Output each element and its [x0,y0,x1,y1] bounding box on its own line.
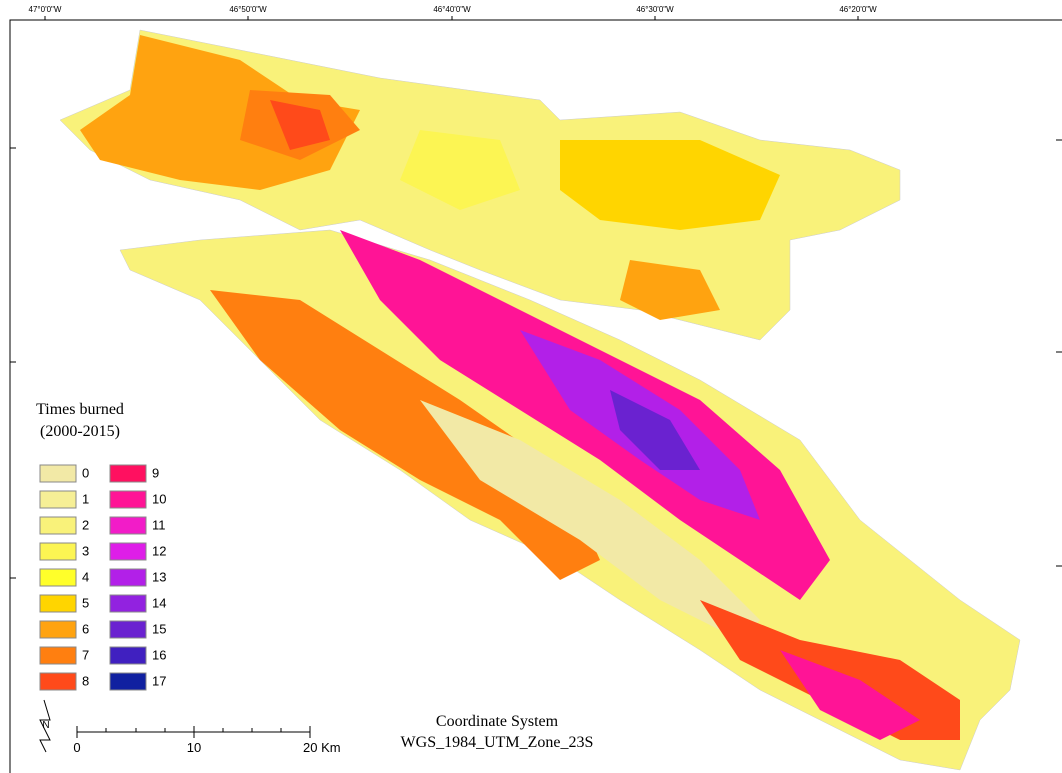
burn-zone [560,140,780,230]
legend-label: 12 [152,543,166,558]
legend-swatch [39,646,77,665]
legend-label: 0 [82,465,89,480]
legend-label: 4 [82,569,89,584]
scale-bar [76,726,311,738]
graticule-label: 47°0'0"W [29,5,62,14]
graticule-label: 46°40'0"W [433,5,471,14]
legend-label: 10 [152,491,166,506]
legend-label: 11 [152,517,166,532]
coordinate-system: Coordinate System [436,713,559,730]
legend-swatch [109,620,147,639]
legend-label: 13 [152,569,166,584]
legend-swatch [109,542,147,561]
legend-swatch [109,464,147,483]
frame-ticks [10,16,1062,579]
burn-zone [210,290,600,580]
legend-swatch [109,516,147,535]
legend-swatch [39,568,77,587]
legend-label: 7 [82,647,89,662]
legend-label: 2 [82,517,89,532]
burn-zone [270,100,330,150]
north-arrow [39,699,51,753]
north-label: N [42,720,49,731]
legend-swatch [39,672,77,691]
legend-label: 3 [82,543,89,558]
legend-swatch [39,490,77,509]
legend-label: 17 [152,673,166,688]
burn-zone [620,260,720,320]
legend-swatch [39,542,77,561]
legend-label: 9 [152,465,159,480]
coordinate-system: WGS_1984_UTM_Zone_23S [401,734,594,751]
legend-label: 15 [152,621,166,636]
legend-label: 5 [82,595,89,610]
burn-zone [610,390,700,470]
graticule-label: 46°20'0"W [839,5,877,14]
legend-swatch [109,646,147,665]
burn-zone [780,650,920,740]
legend-swatch [39,516,77,535]
legend-swatch [39,594,77,613]
burn-zone [420,400,760,640]
legend-swatch [39,620,77,639]
scale-label: 10 [187,740,201,755]
legend-title: Times burned [36,401,124,418]
legend-swatch [109,672,147,691]
graticule-label: 46°30'0"W [636,5,674,14]
legend-swatch [39,464,77,483]
scale-label: 0 [73,740,80,755]
burn-zone [400,130,520,210]
legend-subtitle: (2000-2015) [40,423,120,440]
legend-swatch [109,594,147,613]
legend-swatch [109,568,147,587]
legend-swatch [109,490,147,509]
legend-label: 1 [82,491,89,506]
burn-area [59,29,1021,771]
legend-label: 14 [152,595,166,610]
legend-label: 6 [82,621,89,636]
graticule-label: 46°50'0"W [229,5,267,14]
legend-label: 8 [82,673,89,688]
legend-label: 16 [152,647,166,662]
scale-label: 20 Km [303,740,341,755]
